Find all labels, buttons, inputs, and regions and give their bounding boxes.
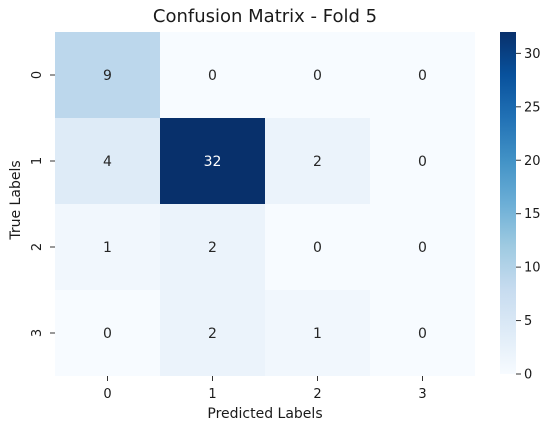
cell-value-1-0: 4 (103, 154, 112, 170)
colorbar-tick-label-20: 20 (524, 154, 541, 169)
cell-value-0-1: 0 (208, 68, 217, 84)
cell-value-1-3: 0 (418, 154, 427, 170)
cell-value-2-2: 0 (313, 240, 322, 256)
cell-value-3-2: 1 (313, 326, 322, 342)
cell-value-0-0: 9 (103, 68, 112, 84)
y-tick-label-2: 2 (30, 243, 45, 251)
y-tick-label-1: 1 (30, 157, 45, 165)
heatmap-cell-0-0 (55, 32, 160, 118)
y-tick-label-0: 0 (30, 71, 45, 79)
colorbar: 0 5 10 15 20 25 30 (500, 32, 541, 383)
heatmap-cell-3-1 (160, 290, 265, 376)
cell-value-2-1: 2 (208, 240, 217, 256)
heatmap-cell-2-0 (55, 204, 160, 290)
heatmap-cell-2-1 (160, 204, 265, 290)
cell-value-2-0: 1 (103, 240, 112, 256)
y-axis-ticks: 0 1 2 3 (30, 71, 55, 337)
heatmap-cell-2-3 (370, 204, 475, 290)
chart-title: Confusion Matrix - Fold 5 (153, 6, 377, 27)
heatmap-cell-3-0 (55, 290, 160, 376)
heatmap-cell-1-3 (370, 118, 475, 204)
cell-value-0-2: 0 (313, 68, 322, 84)
heatmap-cell-0-1 (160, 32, 265, 118)
colorbar-tick-label-5: 5 (524, 314, 532, 329)
y-tick-label-3: 3 (30, 329, 45, 337)
heatmap-cell-1-1 (160, 118, 265, 204)
heatmap-cell-2-2 (265, 204, 370, 290)
cell-value-2-3: 0 (418, 240, 427, 256)
colorbar-tick-label-30: 30 (524, 47, 541, 62)
colorbar-tick-label-10: 10 (524, 261, 541, 276)
cell-value-3-3: 0 (418, 326, 427, 342)
x-axis-label: Predicted Labels (207, 406, 322, 422)
x-axis-ticks: 0 1 2 3 (103, 376, 427, 402)
y-axis-label: True Labels (8, 160, 24, 240)
x-tick-label-2: 2 (313, 387, 321, 402)
heatmap-cell-3-2 (265, 290, 370, 376)
colorbar-gradient (500, 32, 516, 374)
cell-value-0-3: 0 (418, 68, 427, 84)
heatmap-cell-1-2 (265, 118, 370, 204)
colorbar-tick-label-15: 15 (524, 207, 541, 222)
colorbar-tick-label-0: 0 (524, 368, 532, 383)
x-tick-label-0: 0 (103, 387, 111, 402)
cell-value-3-1: 2 (208, 326, 217, 342)
heatmap-cell-3-3 (370, 290, 475, 376)
cell-value-1-2: 2 (313, 154, 322, 170)
heatmap-cells: 9 0 0 0 4 32 2 0 1 2 0 0 0 2 1 0 (55, 32, 475, 376)
x-tick-label-1: 1 (208, 387, 216, 402)
heatmap-cell-1-0 (55, 118, 160, 204)
cell-value-1-1: 32 (204, 154, 222, 170)
heatmap-cell-0-3 (370, 32, 475, 118)
heatmap-cell-0-2 (265, 32, 370, 118)
cell-value-3-0: 0 (103, 326, 112, 342)
x-tick-label-3: 3 (418, 387, 426, 402)
colorbar-tick-label-25: 25 (524, 100, 541, 115)
